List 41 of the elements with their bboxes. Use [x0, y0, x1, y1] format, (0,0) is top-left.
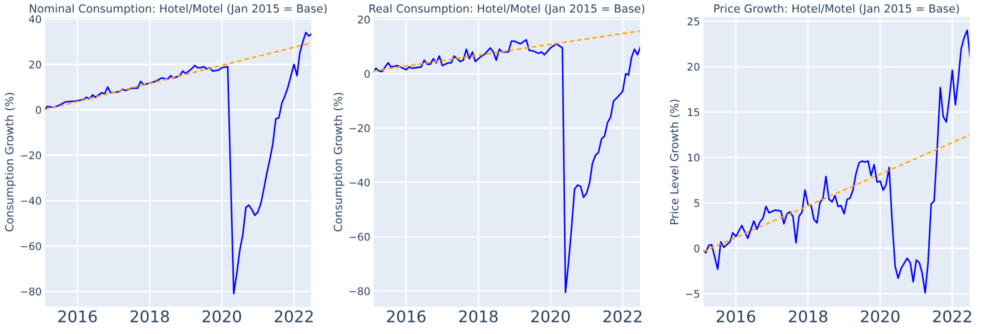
y-tick-label: −80: [350, 287, 370, 296]
y-tick-label: 0: [364, 70, 370, 78]
y-tick-label: 0: [694, 244, 700, 252]
y-tick-label: 40: [29, 15, 42, 24]
y-tick-label: 10: [688, 154, 700, 162]
chart-title: Real Consumption: Hotel/Motel (Jan 2015 = Base): [370, 4, 644, 15]
x-tick-label: 2018: [459, 310, 498, 322]
x-tick-label: 2016: [716, 310, 756, 322]
line-series: [373, 39, 641, 294]
x-tick-label: 2020: [860, 310, 900, 322]
x-tick-label: 2022: [933, 310, 972, 322]
line-series: [702, 30, 970, 294]
x-tick-label: 2016: [387, 310, 426, 322]
chart-title: Nominal Consumption: Hotel/Motel (Jan 2015 = Base): [30, 4, 327, 15]
x-tick-label: 2020: [531, 310, 570, 322]
y-tick-label: −40: [20, 196, 42, 205]
y-tick-label: −20: [350, 124, 370, 132]
y-tick-label: 20: [29, 60, 42, 68]
line-series: [44, 32, 312, 294]
x-tick-label: 2018: [788, 310, 828, 322]
y-tick-label: −20: [20, 151, 42, 160]
y-tick-label: −5: [686, 290, 700, 298]
x-tick-label: 2018: [130, 310, 169, 322]
y-tick-label: −80: [20, 288, 42, 296]
x-tick-label: 2022: [604, 310, 642, 322]
y-tick-label: 5: [694, 199, 700, 207]
y-tick-label: 15: [688, 108, 700, 116]
y-tick-label: −60: [20, 242, 42, 250]
chart-title: Price Growth: Hotel/Motel (Jan 2015 = Base): [714, 4, 959, 15]
y-axis-title: Consumption Growth (%): [4, 92, 16, 232]
y-tick-label: 25: [688, 17, 700, 26]
x-tick-label: 2020: [202, 310, 242, 322]
y-axis-title: Consumption Growth (%): [334, 92, 344, 232]
x-tick-label: 2016: [58, 310, 97, 322]
y-tick-label: 20: [688, 62, 700, 71]
y-tick-label: −60: [350, 232, 370, 241]
y-tick-label: 20: [358, 16, 370, 24]
y-tick-label: −40: [350, 178, 370, 186]
y-axis-title: Price Level Growth (%): [670, 100, 680, 224]
y-tick-label: 0: [36, 106, 42, 114]
x-tick-label: 2022: [274, 310, 313, 322]
